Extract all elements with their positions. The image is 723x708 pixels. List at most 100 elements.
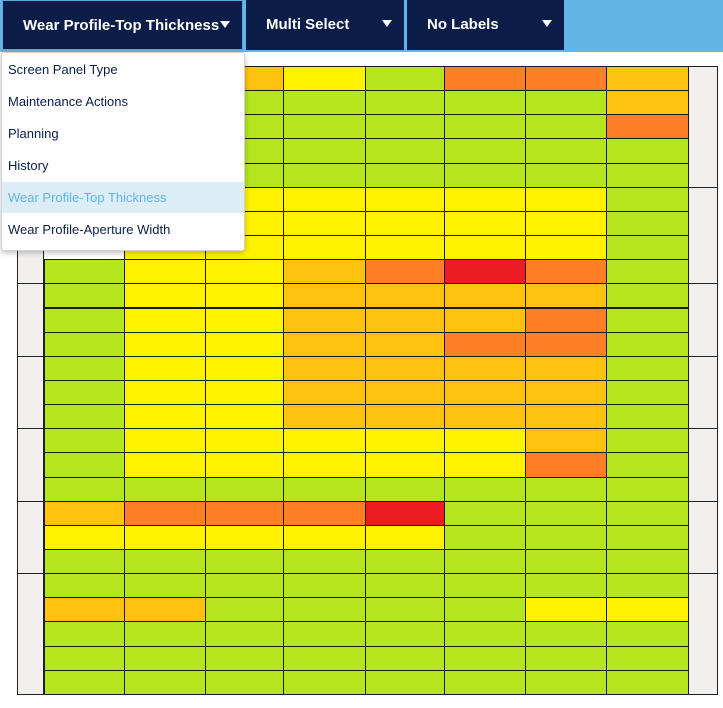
- wear-cell[interactable]: [525, 669, 607, 695]
- wear-cell[interactable]: [283, 379, 366, 406]
- wear-cell[interactable]: [444, 669, 526, 695]
- wear-cell[interactable]: [283, 452, 366, 478]
- wear-cell[interactable]: [606, 500, 689, 526]
- wear-cell[interactable]: [525, 235, 607, 261]
- wear-cell[interactable]: [365, 645, 445, 671]
- wear-cell[interactable]: [44, 452, 125, 478]
- wear-cell[interactable]: [205, 669, 284, 695]
- wear-cell[interactable]: [124, 476, 206, 502]
- wear-cell[interactable]: [44, 283, 125, 309]
- wear-cell[interactable]: [365, 331, 445, 357]
- wear-cell[interactable]: [283, 210, 366, 237]
- wear-cell[interactable]: [124, 597, 206, 623]
- wear-cell[interactable]: [525, 404, 607, 430]
- wear-cell[interactable]: [124, 259, 206, 285]
- wear-cell[interactable]: [124, 307, 206, 333]
- profile-select-button[interactable]: Wear Profile-Top Thickness: [2, 0, 243, 50]
- wear-cell[interactable]: [606, 114, 689, 140]
- wear-cell[interactable]: [606, 90, 689, 116]
- wear-cell[interactable]: [365, 210, 445, 237]
- wear-cell[interactable]: [205, 524, 284, 550]
- wear-cell[interactable]: [283, 645, 366, 671]
- wear-cell[interactable]: [444, 452, 526, 478]
- wear-cell[interactable]: [606, 235, 689, 261]
- wear-cell[interactable]: [365, 283, 445, 309]
- wear-cell[interactable]: [525, 259, 607, 285]
- wear-cell[interactable]: [283, 235, 366, 261]
- wear-cell[interactable]: [283, 573, 366, 599]
- wear-cell[interactable]: [205, 355, 284, 381]
- wear-cell[interactable]: [444, 307, 526, 333]
- wear-cell[interactable]: [205, 597, 284, 623]
- wear-cell[interactable]: [444, 331, 526, 357]
- wear-cell[interactable]: [44, 307, 125, 333]
- wear-cell[interactable]: [606, 355, 689, 381]
- wear-cell[interactable]: [124, 669, 206, 695]
- wear-cell[interactable]: [283, 90, 366, 116]
- dropdown-option[interactable]: Wear Profile-Top Thickness: [2, 182, 244, 213]
- wear-cell[interactable]: [444, 645, 526, 671]
- wear-cell[interactable]: [124, 524, 206, 550]
- wear-cell[interactable]: [124, 573, 206, 599]
- wear-cell[interactable]: [606, 573, 689, 599]
- wear-cell[interactable]: [365, 355, 445, 381]
- wear-cell[interactable]: [444, 114, 526, 140]
- wear-cell[interactable]: [525, 452, 607, 478]
- wear-cell[interactable]: [444, 404, 526, 430]
- wear-cell[interactable]: [606, 307, 689, 333]
- wear-cell[interactable]: [44, 259, 125, 285]
- multi-select-button[interactable]: Multi Select: [246, 0, 404, 50]
- wear-cell[interactable]: [444, 138, 526, 164]
- wear-cell[interactable]: [205, 331, 284, 357]
- wear-cell[interactable]: [124, 549, 206, 575]
- wear-cell[interactable]: [365, 573, 445, 599]
- wear-cell[interactable]: [525, 186, 607, 212]
- wear-cell[interactable]: [365, 500, 445, 526]
- wear-cell[interactable]: [365, 114, 445, 140]
- wear-cell[interactable]: [283, 355, 366, 381]
- wear-cell[interactable]: [525, 573, 607, 599]
- wear-cell[interactable]: [283, 283, 366, 309]
- wear-cell[interactable]: [525, 645, 607, 671]
- wear-cell[interactable]: [365, 404, 445, 430]
- wear-cell[interactable]: [606, 669, 689, 695]
- wear-cell[interactable]: [124, 379, 206, 406]
- wear-cell[interactable]: [44, 404, 125, 430]
- wear-cell[interactable]: [525, 90, 607, 116]
- wear-cell[interactable]: [44, 379, 125, 406]
- wear-cell[interactable]: [365, 162, 445, 188]
- wear-cell[interactable]: [525, 331, 607, 357]
- wear-cell[interactable]: [44, 428, 125, 454]
- wear-cell[interactable]: [444, 524, 526, 550]
- wear-cell[interactable]: [205, 428, 284, 454]
- wear-cell[interactable]: [525, 500, 607, 526]
- wear-cell[interactable]: [365, 524, 445, 550]
- wear-cell[interactable]: [525, 138, 607, 164]
- wear-cell[interactable]: [606, 452, 689, 478]
- wear-cell[interactable]: [444, 621, 526, 647]
- wear-cell[interactable]: [525, 307, 607, 333]
- dropdown-option[interactable]: Planning: [8, 126, 59, 141]
- wear-cell[interactable]: [283, 597, 366, 623]
- wear-cell[interactable]: [525, 621, 607, 647]
- wear-cell[interactable]: [283, 549, 366, 575]
- wear-cell[interactable]: [205, 452, 284, 478]
- wear-cell[interactable]: [283, 162, 366, 188]
- wear-cell[interactable]: [124, 355, 206, 381]
- wear-cell[interactable]: [606, 283, 689, 309]
- wear-cell[interactable]: [124, 331, 206, 357]
- wear-cell[interactable]: [365, 621, 445, 647]
- wear-cell[interactable]: [525, 549, 607, 575]
- wear-cell[interactable]: [444, 379, 526, 406]
- wear-cell[interactable]: [525, 597, 607, 623]
- wear-cell[interactable]: [606, 379, 689, 406]
- wear-cell[interactable]: [124, 500, 206, 526]
- wear-cell[interactable]: [205, 573, 284, 599]
- wear-cell[interactable]: [365, 476, 445, 502]
- wear-cell[interactable]: [283, 307, 366, 333]
- wear-cell[interactable]: [365, 186, 445, 212]
- wear-cell[interactable]: [205, 283, 284, 309]
- wear-cell[interactable]: [606, 428, 689, 454]
- wear-cell[interactable]: [205, 645, 284, 671]
- dropdown-option[interactable]: History: [8, 158, 49, 173]
